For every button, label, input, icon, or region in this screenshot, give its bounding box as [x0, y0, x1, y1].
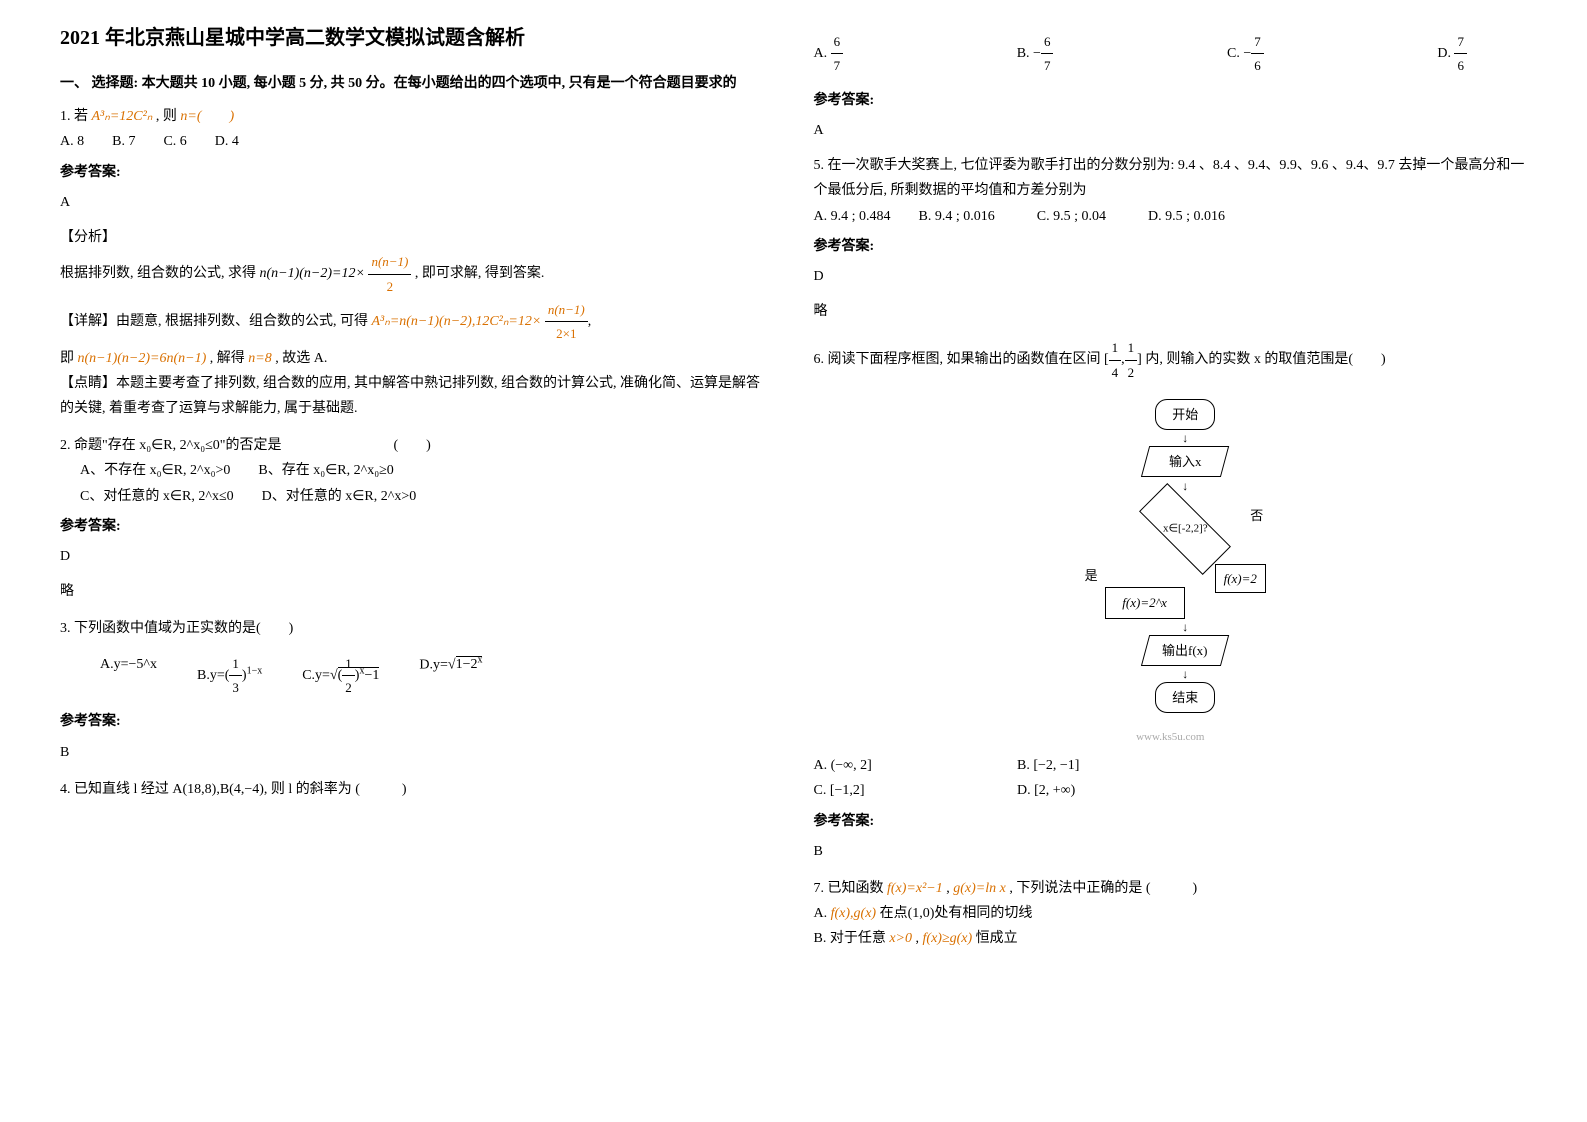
q4-opt-a: A. 67	[814, 30, 844, 78]
q3-opt-b: B.y=(13)1−x	[197, 652, 262, 700]
q5-note: 略	[814, 299, 1528, 324]
q4-opt-c: C. −76	[1227, 30, 1264, 78]
flow-fx-2x: f(x)=2^x	[1105, 587, 1185, 618]
q1-analysis-label: 【分析】	[60, 225, 774, 250]
flow-condition: x∈[-2,2]?	[1139, 483, 1231, 575]
q2-answer: D	[60, 544, 774, 569]
q3-opt-a: A.y=−5^x	[100, 652, 157, 700]
question-7: 7. 已知函数 f(x)=x²−1 , g(x)=ln x , 下列说法中正确的…	[814, 876, 1528, 952]
flow-fx-2: f(x)=2	[1215, 564, 1266, 593]
q6-answer: B	[814, 839, 1528, 864]
arrow-icon: ↓	[1182, 432, 1188, 444]
q4-stem: 4. 已知直线 l 经过 A(18,8),B(4,−4), 则 l 的斜率为 (…	[60, 777, 774, 802]
q1-stem-suffix: , 则	[156, 109, 177, 124]
flow-yes-label: 是	[1085, 564, 1098, 587]
q6-opt-a: A. (−∞, 2]	[814, 753, 1014, 778]
q7-stem: 7. 已知函数 f(x)=x²−1 , g(x)=ln x , 下列说法中正确的…	[814, 876, 1528, 901]
flow-input: 输入x	[1141, 446, 1229, 477]
q1-answer: A	[60, 190, 774, 215]
q6-opt-b: B. [−2, −1]	[1017, 758, 1079, 773]
q1-formula-2: n=( )	[180, 109, 234, 124]
q2-answer-label: 参考答案:	[60, 514, 774, 539]
q5-answer: D	[814, 264, 1528, 289]
q4-opt-d: D. 76	[1437, 30, 1467, 78]
left-column: 2021 年北京燕山星城中学高二数学文模拟试题含解析 一、 选择题: 本大题共 …	[40, 20, 794, 1102]
flow-no-label: 否	[1250, 504, 1263, 527]
question-4: 4. 已知直线 l 经过 A(18,8),B(4,−4), 则 l 的斜率为 (…	[60, 777, 774, 802]
q5-stem: 5. 在一次歌手大奖赛上, 七位评委为歌手打出的分数分别为: 9.4 、8.4 …	[814, 153, 1528, 203]
flow-start: 开始	[1155, 399, 1215, 430]
q6-options-row2: C. [−1,2] D. [2, +∞)	[814, 778, 1528, 803]
q2-options-cd: C、对任意的 x∈R, 2^x≤0 D、对任意的 x∈R, 2^x>0	[80, 484, 774, 509]
q1-options: A. 8 B. 7 C. 6 D. 4	[60, 129, 774, 154]
q2-stem: 2. 命题"存在 x₀∈R, 2^x₀≤0"的否定是 ( )	[60, 433, 774, 458]
q3-options: A.y=−5^x B.y=(13)1−x C.y=√(12)x−1 D.y=√1…	[100, 652, 774, 700]
q6-opt-c: C. [−1,2]	[814, 778, 1014, 803]
q4-options: A. 67 B. −67 C. −76 D. 76	[814, 30, 1528, 78]
q1-comment: 【点睛】本题主要考查了排列数, 组合数的应用, 其中解答中熟记排列数, 组合数的…	[60, 371, 774, 421]
question-5: 5. 在一次歌手大奖赛上, 七位评委为歌手打出的分数分别为: 9.4 、8.4 …	[814, 153, 1528, 324]
arrow-icon: ↓	[1182, 621, 1188, 633]
section-header: 一、 选择题: 本大题共 10 小题, 每小题 5 分, 共 50 分。在每小题…	[60, 71, 774, 96]
q6-answer-label: 参考答案:	[814, 809, 1528, 834]
watermark: www.ks5u.com	[814, 728, 1528, 748]
q3-opt-c: C.y=√(12)x−1	[302, 652, 379, 700]
fraction: n(n−1)2	[368, 250, 411, 298]
question-6: 6. 阅读下面程序框图, 如果输出的函数值在区间 [14,12] 内, 则输入的…	[814, 336, 1528, 864]
q6-stem: 6. 阅读下面程序框图, 如果输出的函数值在区间 [14,12] 内, 则输入的…	[814, 336, 1528, 384]
arrow-icon: ↓	[1182, 668, 1188, 680]
q7-opt-b: B. 对于任意 x>0 , f(x)≥g(x) 恒成立	[814, 926, 1528, 951]
q6-options-row1: A. (−∞, 2] B. [−2, −1]	[814, 753, 1528, 778]
page-title: 2021 年北京燕山星城中学高二数学文模拟试题含解析	[60, 20, 774, 56]
q2-options-ab: A、不存在 x₀∈R, 2^x₀>0 B、存在 x₀∈R, 2^x₀≥0	[80, 458, 774, 483]
q1-analysis-1: 根据排列数, 组合数的公式, 求得 n(n−1)(n−2)=12× n(n−1)…	[60, 250, 774, 298]
q1-stem-prefix: 1. 若	[60, 109, 88, 124]
question-3: 3. 下列函数中值域为正实数的是( ) A.y=−5^x B.y=(13)1−x…	[60, 616, 774, 764]
q6-opt-d: D. [2, +∞)	[1017, 783, 1075, 798]
q5-options: A. 9.4 ; 0.484 B. 9.4 ; 0.016 C. 9.5 ; 0…	[814, 204, 1528, 229]
q2-note: 略	[60, 579, 774, 604]
q1-result: 即 n(n−1)(n−2)=6n(n−1) , 解得 n=8 , 故选 A.	[60, 346, 774, 371]
q3-answer-label: 参考答案:	[60, 709, 774, 734]
flow-output: 输出f(x)	[1141, 635, 1229, 666]
q3-opt-d: D.y=√1−2x	[419, 652, 482, 700]
question-2: 2. 命题"存在 x₀∈R, 2^x₀≤0"的否定是 ( ) A、不存在 x₀∈…	[60, 433, 774, 604]
flow-end: 结束	[1155, 682, 1215, 713]
arrow-icon: ↓	[1182, 480, 1188, 492]
q4-answer-label: 参考答案:	[814, 88, 1528, 113]
q7-opt-a: A. f(x),g(x) 在点(1,0)处有相同的切线	[814, 901, 1528, 926]
question-1: 1. 若 A³ₙ=12C²ₙ , 则 n=( ) A. 8 B. 7 C. 6 …	[60, 104, 774, 421]
q4-opt-b: B. −67	[1017, 30, 1054, 78]
q3-stem: 3. 下列函数中值域为正实数的是( )	[60, 616, 774, 641]
q4-answer: A	[814, 118, 1528, 143]
q1-formula-1: A³ₙ=12C²ₙ	[92, 109, 153, 124]
right-column: A. 67 B. −67 C. −76 D. 76 参考答案: A 5. 在一次…	[794, 20, 1548, 1102]
q5-answer-label: 参考答案:	[814, 234, 1528, 259]
flowchart: 开始 ↓ 输入x ↓ x∈[-2,2]? 否 是 f(x)=2^x f(x)=2…	[844, 399, 1528, 713]
fraction: n(n−1)2×1	[545, 298, 588, 346]
q3-answer: B	[60, 740, 774, 765]
q1-answer-label: 参考答案:	[60, 160, 774, 185]
q1-detail: 【详解】由题意, 根据排列数、组合数的公式, 可得 A³ₙ=n(n−1)(n−2…	[60, 298, 774, 346]
